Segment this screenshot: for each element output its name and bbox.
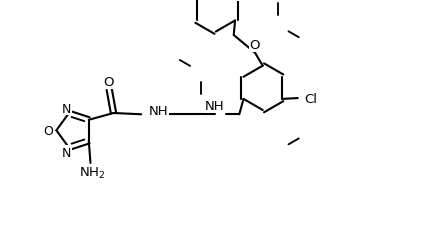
Text: NH: NH [149,104,169,117]
Text: O: O [43,124,53,137]
Text: Cl: Cl [304,92,317,105]
Text: O: O [249,39,260,52]
Text: NH$_2$: NH$_2$ [79,165,105,180]
Text: O: O [103,76,114,89]
Text: F: F [237,0,244,2]
Text: N: N [61,102,71,115]
Text: NH: NH [205,100,225,113]
Text: N: N [61,146,71,159]
